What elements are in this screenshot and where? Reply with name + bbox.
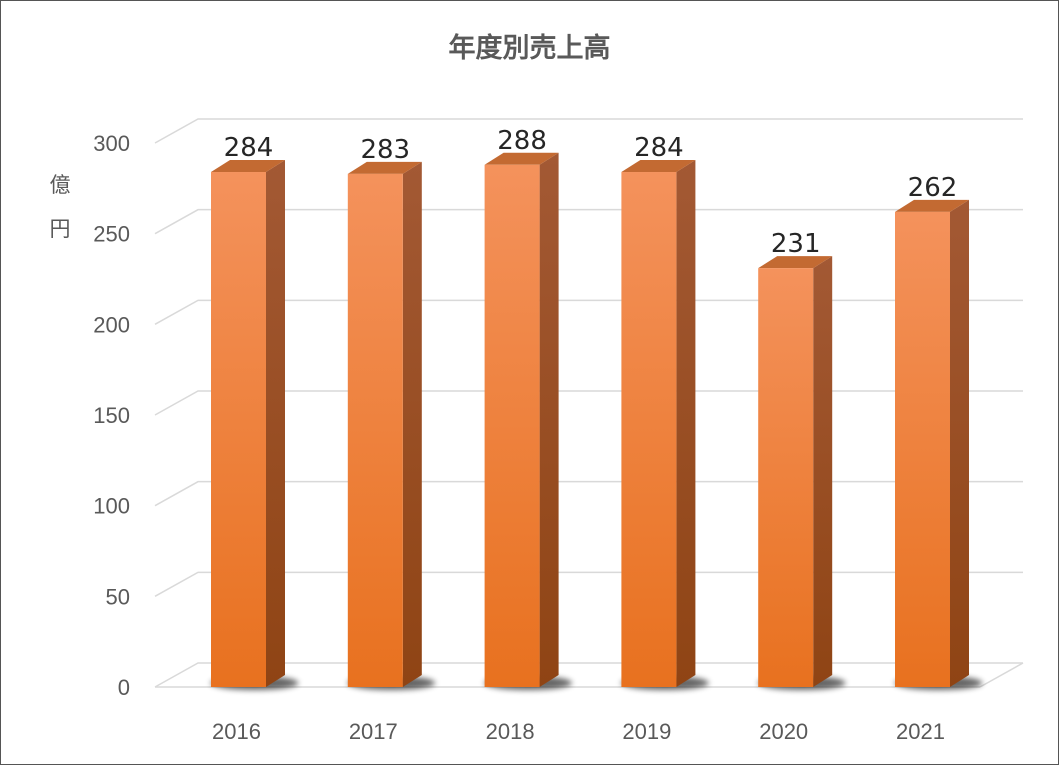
y-axis-label-char: 円 bbox=[49, 217, 71, 241]
bar bbox=[211, 160, 285, 688]
data-label: 283 bbox=[360, 135, 410, 165]
y-tick-label: 0 bbox=[118, 675, 130, 700]
x-tick-label: 2020 bbox=[759, 719, 808, 744]
data-label: 284 bbox=[224, 133, 274, 163]
bar-front-face bbox=[211, 172, 266, 688]
gridline bbox=[154, 118, 1023, 144]
data-labels: 284 283 288 284 231 262 bbox=[224, 126, 958, 259]
y-tick-label: 200 bbox=[93, 312, 130, 337]
gridline bbox=[154, 299, 1023, 325]
bar-shadows bbox=[210, 676, 983, 690]
bar-top-face bbox=[347, 161, 422, 174]
x-tick-label: 2017 bbox=[349, 719, 398, 744]
data-label: 231 bbox=[771, 229, 821, 259]
x-axis-ticks: 2016 2017 2018 2019 2020 2021 bbox=[212, 719, 945, 744]
bar-front-face bbox=[758, 268, 814, 687]
bars bbox=[211, 152, 969, 688]
bar-side-face bbox=[539, 152, 559, 687]
bar-top-face bbox=[484, 152, 559, 165]
y-tick-label: 50 bbox=[106, 584, 130, 609]
bar-front-face bbox=[621, 172, 677, 688]
bar bbox=[895, 199, 969, 687]
data-label: 262 bbox=[908, 173, 958, 203]
gridline bbox=[154, 390, 1023, 416]
data-label: 284 bbox=[634, 133, 684, 163]
data-label: 288 bbox=[497, 126, 547, 156]
bar-side-face bbox=[266, 160, 285, 688]
gridline bbox=[154, 208, 1023, 235]
bar-side-face bbox=[676, 160, 696, 688]
bar bbox=[621, 160, 696, 688]
floor-right-edge bbox=[979, 662, 1024, 688]
bar-front-face bbox=[347, 173, 403, 687]
bar-top-face bbox=[758, 256, 833, 269]
bar-top-face bbox=[895, 199, 969, 212]
gridline bbox=[154, 480, 1023, 507]
y-axis-label: 億 円 bbox=[46, 163, 74, 251]
bar-side-face bbox=[950, 199, 969, 687]
bar-front-face bbox=[895, 211, 950, 687]
x-tick-label: 2018 bbox=[486, 719, 535, 744]
y-axis-ticks: 0 50 100 150 200 250 300 bbox=[93, 131, 130, 700]
x-tick-label: 2019 bbox=[622, 719, 671, 744]
bar bbox=[484, 152, 559, 687]
x-tick-label: 2021 bbox=[896, 719, 945, 744]
bar-side-face bbox=[813, 256, 833, 687]
y-axis-label-char: 億 bbox=[49, 173, 71, 197]
y-tick-label: 250 bbox=[93, 222, 130, 247]
gridline bbox=[154, 571, 1023, 597]
bar-front-face bbox=[484, 164, 540, 687]
bar-side-face bbox=[402, 161, 422, 687]
gridlines bbox=[154, 118, 1024, 688]
y-tick-label: 100 bbox=[93, 494, 130, 519]
x-tick-label: 2016 bbox=[212, 719, 261, 744]
bar-top-face bbox=[211, 160, 285, 173]
bar-top-face bbox=[621, 160, 696, 173]
bar bbox=[347, 161, 422, 687]
y-tick-label: 300 bbox=[93, 131, 130, 156]
y-tick-label: 150 bbox=[93, 403, 130, 428]
bar bbox=[758, 256, 833, 687]
chart-title: 年度別売上高 bbox=[448, 33, 611, 64]
gridline bbox=[154, 662, 1023, 688]
